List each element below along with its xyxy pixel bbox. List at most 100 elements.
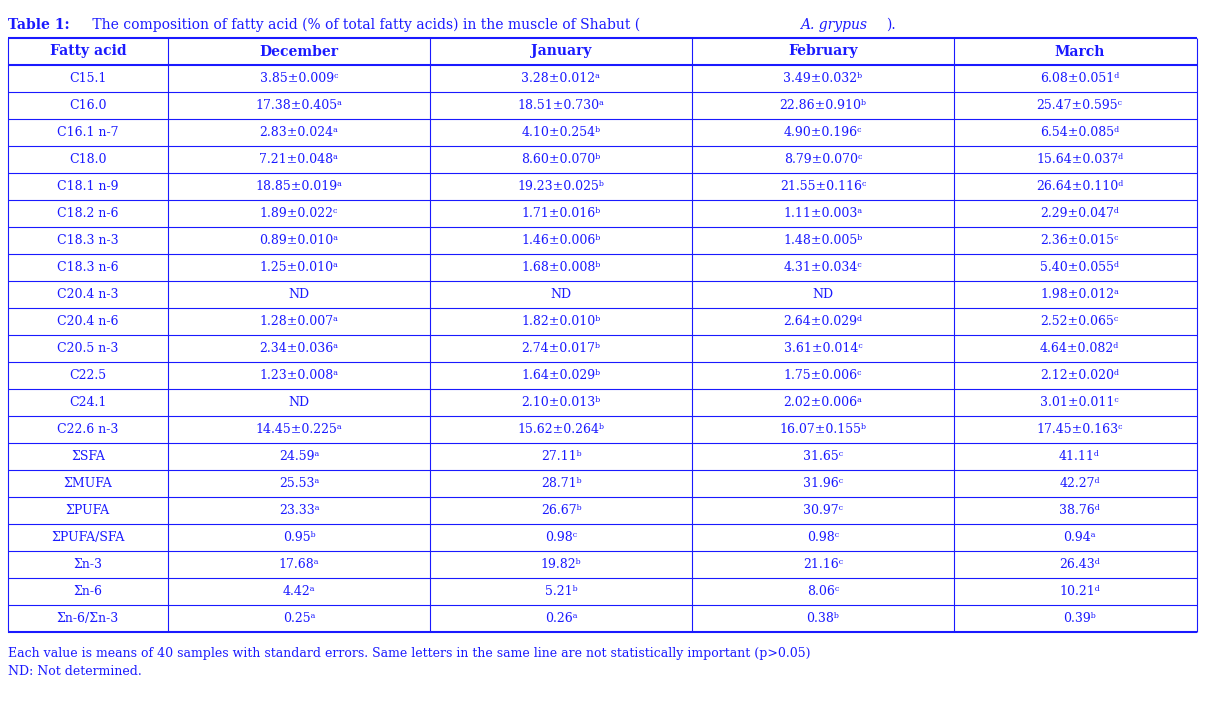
Text: 30.97ᶜ: 30.97ᶜ (803, 504, 844, 517)
Text: 2.10±0.013ᵇ: 2.10±0.013ᵇ (522, 396, 600, 409)
Text: 17.45±0.163ᶜ: 17.45±0.163ᶜ (1036, 423, 1123, 436)
Text: 4.64±0.082ᵈ: 4.64±0.082ᵈ (1040, 342, 1119, 355)
Text: 2.74±0.017ᵇ: 2.74±0.017ᵇ (522, 342, 600, 355)
Text: 1.28±0.007ᵃ: 1.28±0.007ᵃ (259, 315, 339, 328)
Text: 15.62±0.264ᵇ: 15.62±0.264ᵇ (517, 423, 605, 436)
Text: 4.42ᵃ: 4.42ᵃ (283, 585, 316, 598)
Text: 25.53ᵃ: 25.53ᵃ (278, 477, 319, 490)
Text: 10.21ᵈ: 10.21ᵈ (1059, 585, 1100, 598)
Text: 21.16ᶜ: 21.16ᶜ (803, 558, 844, 571)
Text: C18.3 n-6: C18.3 n-6 (57, 261, 119, 274)
Text: 3.28±0.012ᵃ: 3.28±0.012ᵃ (522, 72, 600, 85)
Text: 3.85±0.009ᶜ: 3.85±0.009ᶜ (260, 72, 339, 85)
Text: 1.98±0.012ᵃ: 1.98±0.012ᵃ (1040, 288, 1119, 301)
Text: ND: ND (288, 396, 310, 409)
Text: 0.39ᵇ: 0.39ᵇ (1063, 612, 1095, 625)
Text: 22.86±0.910ᵇ: 22.86±0.910ᵇ (780, 99, 866, 112)
Text: 4.10±0.254ᵇ: 4.10±0.254ᵇ (522, 126, 600, 139)
Text: ND: ND (551, 288, 571, 301)
Text: ΣPUFA/SFA: ΣPUFA/SFA (52, 531, 124, 544)
Text: Σn-6: Σn-6 (74, 585, 102, 598)
Text: 14.45±0.225ᵃ: 14.45±0.225ᵃ (255, 423, 342, 436)
Text: C15.1: C15.1 (70, 72, 107, 85)
Text: 7.21±0.048ᵃ: 7.21±0.048ᵃ (259, 153, 339, 166)
Text: 19.23±0.025ᵇ: 19.23±0.025ᵇ (518, 180, 605, 193)
Text: 18.85±0.019ᵃ: 18.85±0.019ᵃ (255, 180, 342, 193)
Text: 0.26ᵃ: 0.26ᵃ (545, 612, 577, 625)
Text: ND: ND (812, 288, 834, 301)
Text: 2.02±0.006ᵃ: 2.02±0.006ᵃ (783, 396, 863, 409)
Text: 1.75±0.006ᶜ: 1.75±0.006ᶜ (783, 369, 863, 382)
Text: Each value is means of 40 samples with standard errors. Same letters in the same: Each value is means of 40 samples with s… (8, 647, 811, 660)
Text: Σn-3: Σn-3 (74, 558, 102, 571)
Text: 2.34±0.036ᵃ: 2.34±0.036ᵃ (259, 342, 339, 355)
Text: A. grypus: A. grypus (800, 18, 866, 32)
Text: 1.23±0.008ᵃ: 1.23±0.008ᵃ (259, 369, 339, 382)
Text: 1.82±0.010ᵇ: 1.82±0.010ᵇ (522, 315, 600, 328)
Text: 2.36±0.015ᶜ: 2.36±0.015ᶜ (1040, 234, 1118, 247)
Text: 17.68ᵃ: 17.68ᵃ (278, 558, 319, 571)
Text: February: February (788, 45, 858, 58)
Text: C18.1 n-9: C18.1 n-9 (58, 180, 119, 193)
Text: C18.2 n-6: C18.2 n-6 (58, 207, 119, 220)
Text: 1.64±0.029ᵇ: 1.64±0.029ᵇ (522, 369, 600, 382)
Text: 3.49±0.032ᵇ: 3.49±0.032ᵇ (783, 72, 863, 85)
Text: 38.76ᵈ: 38.76ᵈ (1059, 504, 1100, 517)
Text: 15.64±0.037ᵈ: 15.64±0.037ᵈ (1036, 153, 1123, 166)
Text: 1.25±0.010ᵃ: 1.25±0.010ᵃ (259, 261, 339, 274)
Text: December: December (259, 45, 339, 58)
Text: C18.3 n-3: C18.3 n-3 (57, 234, 119, 247)
Text: C20.4 n-3: C20.4 n-3 (58, 288, 119, 301)
Text: 31.65ᶜ: 31.65ᶜ (803, 450, 844, 463)
Text: Σn-6/Σn-3: Σn-6/Σn-3 (57, 612, 119, 625)
Text: ΣSFA: ΣSFA (71, 450, 105, 463)
Text: 28.71ᵇ: 28.71ᵇ (541, 477, 581, 490)
Text: 2.12±0.020ᵈ: 2.12±0.020ᵈ (1040, 369, 1119, 382)
Text: 0.89±0.010ᵃ: 0.89±0.010ᵃ (259, 234, 339, 247)
Text: 2.29±0.047ᵈ: 2.29±0.047ᵈ (1040, 207, 1119, 220)
Text: ΣPUFA: ΣPUFA (66, 504, 110, 517)
Text: 25.47±0.595ᶜ: 25.47±0.595ᶜ (1036, 99, 1123, 112)
Text: 5.40±0.055ᵈ: 5.40±0.055ᵈ (1040, 261, 1119, 274)
Text: 0.98ᶜ: 0.98ᶜ (807, 531, 839, 544)
Text: C22.5: C22.5 (70, 369, 106, 382)
Text: 1.89±0.022ᶜ: 1.89±0.022ᶜ (260, 207, 339, 220)
Text: January: January (530, 45, 592, 58)
Text: 3.61±0.014ᶜ: 3.61±0.014ᶜ (783, 342, 863, 355)
Text: Table 1:: Table 1: (8, 18, 70, 32)
Text: 0.94ᵃ: 0.94ᵃ (1063, 531, 1095, 544)
Text: 5.21ᵇ: 5.21ᵇ (545, 585, 577, 598)
Text: 16.07±0.155ᵇ: 16.07±0.155ᵇ (780, 423, 866, 436)
Text: 26.64±0.110ᵈ: 26.64±0.110ᵈ (1036, 180, 1123, 193)
Text: 8.06ᶜ: 8.06ᶜ (807, 585, 839, 598)
Text: 4.90±0.196ᶜ: 4.90±0.196ᶜ (783, 126, 863, 139)
Text: C16.0: C16.0 (69, 99, 107, 112)
Text: 2.52±0.065ᶜ: 2.52±0.065ᶜ (1040, 315, 1118, 328)
Text: ND: ND (288, 288, 310, 301)
Text: 6.54±0.085ᵈ: 6.54±0.085ᵈ (1040, 126, 1119, 139)
Text: C22.6 n-3: C22.6 n-3 (58, 423, 118, 436)
Text: 23.33ᵃ: 23.33ᵃ (278, 504, 319, 517)
Text: ).: ). (887, 18, 897, 32)
Text: 2.83±0.024ᵃ: 2.83±0.024ᵃ (259, 126, 339, 139)
Text: 8.79±0.070ᶜ: 8.79±0.070ᶜ (783, 153, 863, 166)
Text: 4.31±0.034ᶜ: 4.31±0.034ᶜ (783, 261, 863, 274)
Text: 0.98ᶜ: 0.98ᶜ (545, 531, 577, 544)
Text: 0.95ᵇ: 0.95ᵇ (283, 531, 316, 544)
Text: 27.11ᵇ: 27.11ᵇ (541, 450, 581, 463)
Text: ND: Not determined.: ND: Not determined. (8, 665, 142, 678)
Text: C24.1: C24.1 (70, 396, 107, 409)
Text: 0.38ᵇ: 0.38ᵇ (806, 612, 840, 625)
Text: 26.67ᵇ: 26.67ᵇ (541, 504, 581, 517)
Text: 2.64±0.029ᵈ: 2.64±0.029ᵈ (783, 315, 863, 328)
Text: March: March (1054, 45, 1105, 58)
Text: 1.48±0.005ᵇ: 1.48±0.005ᵇ (783, 234, 863, 247)
Text: 6.08±0.051ᵈ: 6.08±0.051ᵈ (1040, 72, 1119, 85)
Text: 18.51±0.730ᵃ: 18.51±0.730ᵃ (517, 99, 605, 112)
Text: 17.38±0.405ᵃ: 17.38±0.405ᵃ (255, 99, 342, 112)
Text: 8.60±0.070ᵇ: 8.60±0.070ᵇ (522, 153, 600, 166)
Text: 41.11ᵈ: 41.11ᵈ (1059, 450, 1100, 463)
Text: Fatty acid: Fatty acid (49, 45, 127, 58)
Text: C16.1 n-7: C16.1 n-7 (58, 126, 119, 139)
Text: 1.68±0.008ᵇ: 1.68±0.008ᵇ (522, 261, 600, 274)
